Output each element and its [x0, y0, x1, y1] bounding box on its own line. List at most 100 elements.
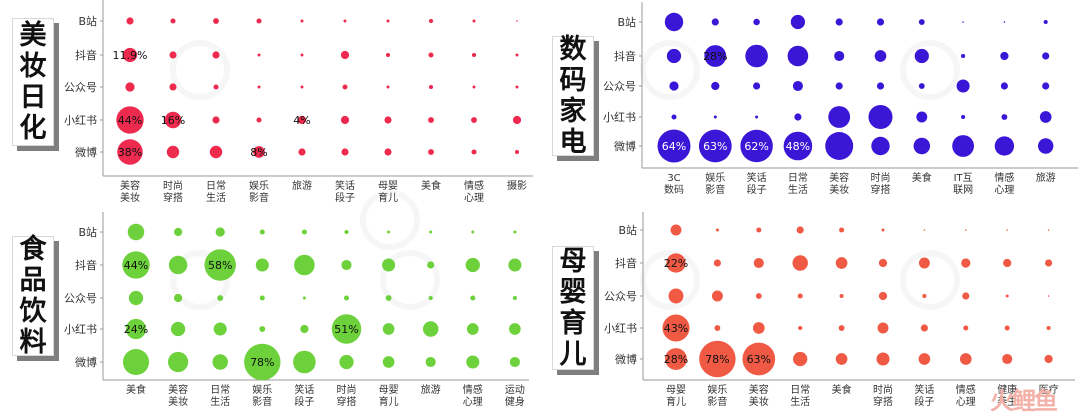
column-label: 段子 [914, 395, 934, 408]
bubble [918, 353, 931, 365]
bubble [1042, 52, 1050, 60]
bubble [212, 354, 228, 370]
chart-title-char: 婴 [559, 277, 587, 308]
bubble [173, 227, 183, 237]
bubble [962, 292, 970, 300]
column-label: 联网 [953, 184, 973, 196]
column-label: 旅游 [421, 383, 441, 396]
bubble [1046, 325, 1051, 331]
data-label: 44% [124, 259, 148, 272]
column-label: 美容 [749, 383, 769, 396]
bubble [257, 53, 261, 57]
data-label: 16% [161, 114, 185, 127]
bubble [1006, 229, 1008, 231]
row-label: B站 [78, 14, 97, 28]
data-label: 63% [703, 140, 727, 153]
chart-title-char: 食 [19, 234, 47, 265]
bubble [1005, 294, 1009, 298]
chart-title-char: 妆 [19, 51, 47, 82]
bubble [384, 116, 392, 124]
background-watermark [170, 40, 230, 100]
column-label: 育儿 [378, 191, 398, 204]
column-label: 健康 [997, 383, 1017, 396]
bubble [509, 323, 521, 335]
bubble [169, 51, 177, 59]
column-label: 段子 [747, 183, 767, 196]
bubble [300, 53, 304, 57]
column-label: 美食 [832, 383, 852, 396]
background-watermark [380, 250, 440, 310]
bubble [713, 259, 721, 267]
bubble [466, 355, 480, 369]
data-label: 28% [703, 50, 727, 63]
column-label: 心理 [463, 396, 483, 408]
bubble [878, 258, 888, 268]
bubble [217, 295, 224, 301]
row-label: 小红书 [603, 111, 636, 124]
bubble [1003, 21, 1006, 23]
column-label: 时尚 [873, 383, 893, 396]
row-label: 微博 [75, 145, 97, 159]
row-label: 公众号 [64, 81, 97, 94]
bubble [215, 227, 225, 237]
bubble [385, 52, 391, 58]
column-label: 穿搭 [337, 395, 357, 408]
bubble [331, 314, 362, 344]
bubble [125, 82, 135, 92]
bubble [835, 18, 843, 26]
chart-title-char: 日 [19, 82, 47, 113]
bubble [422, 321, 439, 337]
bubble [711, 290, 723, 302]
bubble [711, 81, 720, 91]
column-label: 美容 [120, 179, 140, 192]
bubble [300, 19, 304, 23]
row-label: B站 [78, 225, 97, 239]
column-label: 娱乐 [707, 383, 727, 396]
chart-title-box: 母婴育儿母婴育儿 [552, 246, 594, 370]
data-label: 4% [293, 114, 310, 127]
bubble [168, 255, 188, 275]
bubble [839, 293, 844, 299]
data-label: 22% [664, 257, 688, 270]
column-label: 穿搭 [871, 183, 891, 196]
bubble [253, 146, 265, 158]
data-label: 24% [124, 323, 148, 336]
bubble [428, 117, 434, 123]
bubble [918, 19, 925, 25]
data-label: 78% [705, 353, 729, 366]
bubble [255, 258, 269, 272]
chart-title-char: 饮 [19, 296, 47, 327]
bubble [792, 255, 808, 271]
bubble [170, 321, 186, 337]
bubble [429, 230, 433, 234]
row-label: 抖音 [75, 48, 97, 62]
column-label: 情感 [994, 171, 1014, 184]
chart-title-char: 家 [559, 96, 587, 127]
bubble [839, 227, 845, 233]
bubble [952, 135, 975, 157]
bubble [384, 148, 392, 156]
bubble [212, 116, 220, 124]
bubble [256, 18, 262, 24]
bubble [671, 114, 677, 120]
data-label: 8% [250, 146, 267, 159]
data-label: 51% [334, 323, 358, 336]
bubble [711, 18, 719, 26]
bubble [874, 50, 887, 62]
column-label: 穿搭 [163, 191, 183, 204]
bubble [664, 12, 684, 32]
bubble [300, 324, 309, 334]
bubble [1047, 295, 1050, 297]
bubble [834, 50, 845, 62]
data-label: 78% [250, 356, 274, 369]
data-label: 63% [747, 353, 771, 366]
bubble [794, 113, 802, 121]
chart-title-char: 码 [559, 65, 587, 96]
bubble [965, 229, 967, 231]
data-label: 28% [664, 353, 688, 366]
bubble [1047, 229, 1050, 231]
bubble [427, 261, 435, 269]
